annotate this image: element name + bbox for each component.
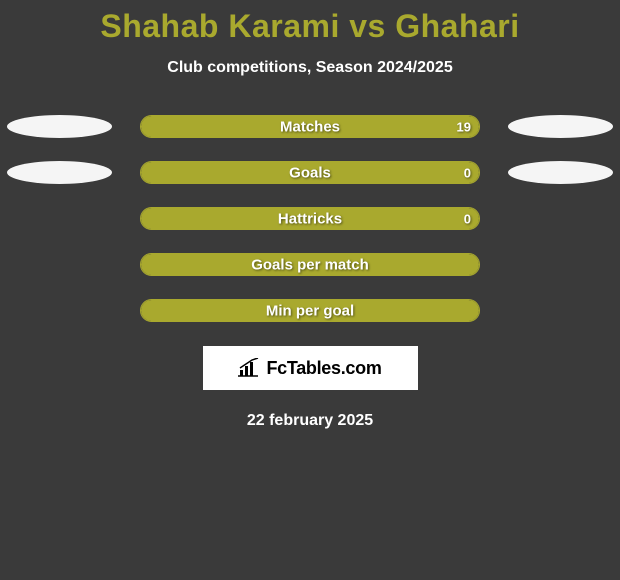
stat-label: Goals xyxy=(289,164,331,181)
chart-icon xyxy=(238,358,260,378)
logo-inner: FcTables.com xyxy=(238,358,381,379)
logo-text: FcTables.com xyxy=(266,358,381,379)
player-marker-left xyxy=(7,161,112,184)
stat-label: Hattricks xyxy=(278,210,342,227)
stat-row: Goals 0 xyxy=(0,161,620,184)
stat-value-right: 0 xyxy=(464,165,471,180)
stat-row: Hattricks 0 xyxy=(0,207,620,230)
player-marker-left xyxy=(7,115,112,138)
stat-value-right: 19 xyxy=(457,119,471,134)
stat-label: Min per goal xyxy=(266,302,354,319)
player-marker-right xyxy=(508,115,613,138)
stats-rows: Matches 19 Goals 0 Hattricks 0 Goals per match… xyxy=(0,115,620,322)
stat-label: Matches xyxy=(280,118,340,135)
stat-label: Goals per match xyxy=(251,256,369,273)
stat-bar: Goals 0 xyxy=(140,161,480,184)
page-title: Shahab Karami vs Ghahari xyxy=(0,8,620,45)
stat-bar: Goals per match xyxy=(140,253,480,276)
page-subtitle: Club competitions, Season 2024/2025 xyxy=(0,59,620,77)
stat-bar: Min per goal xyxy=(140,299,480,322)
stat-bar: Hattricks 0 xyxy=(140,207,480,230)
stat-row: Matches 19 xyxy=(0,115,620,138)
logo-box[interactable]: FcTables.com xyxy=(203,346,418,390)
stat-bar: Matches 19 xyxy=(140,115,480,138)
stat-row: Goals per match xyxy=(0,253,620,276)
date-label: 22 february 2025 xyxy=(0,412,620,430)
stat-value-right: 0 xyxy=(464,211,471,226)
player-marker-right xyxy=(508,161,613,184)
stat-row: Min per goal xyxy=(0,299,620,322)
comparison-widget: Shahab Karami vs Ghahari Club competitio… xyxy=(0,0,620,430)
